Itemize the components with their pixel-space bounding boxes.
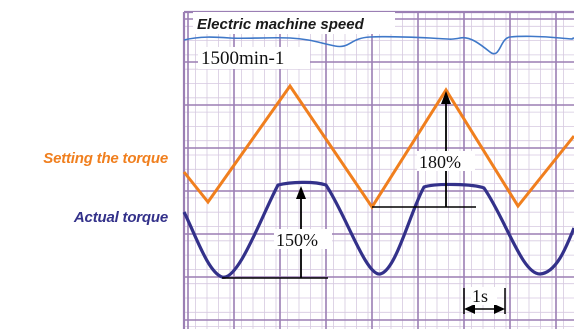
actual-torque-line bbox=[182, 180, 574, 279]
actual-torque-label: Actual torque bbox=[73, 209, 168, 226]
speed-title: Electric machine speed bbox=[197, 16, 365, 33]
time-scale-right-arrowhead bbox=[494, 304, 505, 314]
time-scale-label-bg bbox=[471, 287, 497, 305]
setting-torque-line bbox=[182, 83, 574, 210]
speed-title-bg bbox=[193, 12, 395, 34]
setting-torque-label: Setting the torque bbox=[43, 150, 168, 167]
speed-line bbox=[183, 35, 574, 55]
speed-value: 1500min-1 bbox=[201, 48, 284, 69]
speed-value-bg bbox=[198, 47, 310, 69]
setting-peak-label: 180% bbox=[419, 152, 461, 172]
time-scale-label: 1s bbox=[472, 286, 488, 306]
actual-peak-label-bg bbox=[274, 229, 332, 249]
time-scale-left-arrowhead bbox=[464, 304, 475, 314]
setting-peak-arrowhead bbox=[441, 91, 451, 104]
actual-peak-label: 150% bbox=[276, 230, 318, 250]
actual-peak-arrowhead bbox=[296, 186, 306, 199]
setting-peak-label-bg bbox=[417, 151, 475, 171]
